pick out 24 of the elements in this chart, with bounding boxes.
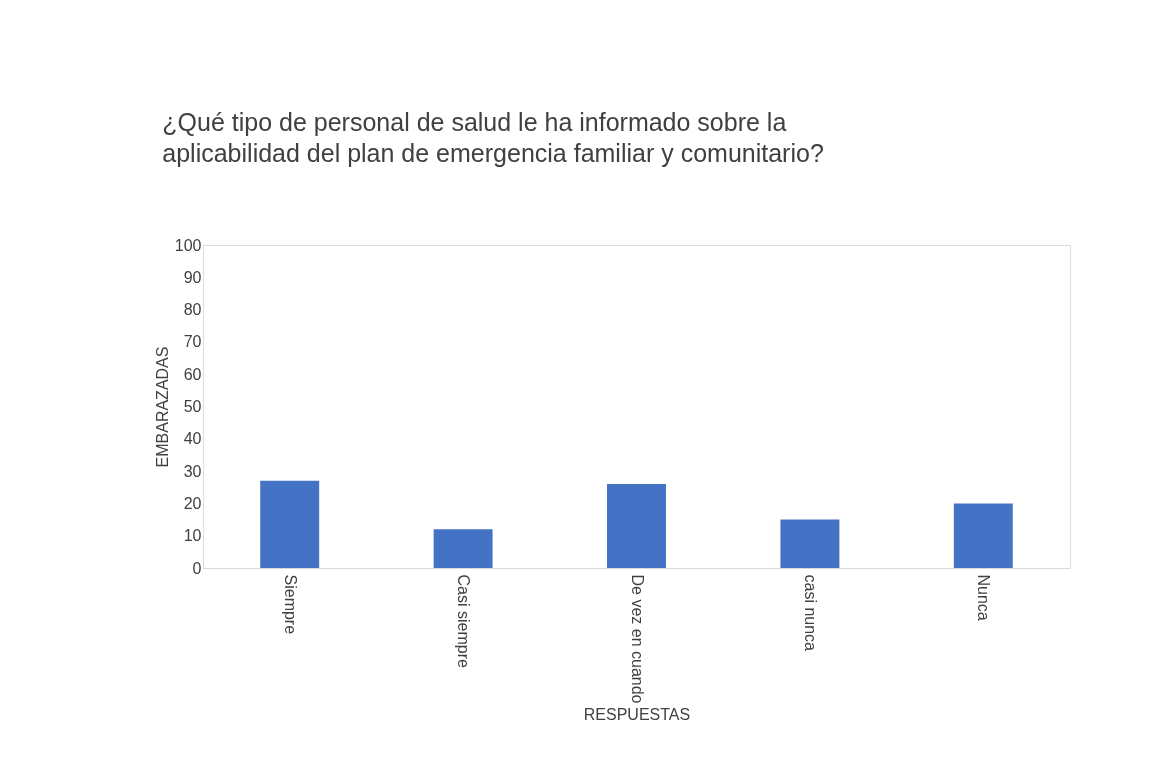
x-tick-label: Siempre: [281, 574, 299, 635]
bar: [953, 503, 1013, 568]
chart-title: ¿Qué tipo de personal de salud le ha informado sobre la aplicabilidad del plan de emergencia familiar y comunitario?: [162, 108, 824, 167]
bar: [260, 480, 320, 568]
y-tick-label: 30: [183, 462, 202, 480]
y-tick-label: 20: [183, 494, 202, 512]
x-tick-label: De vez en cuando: [628, 574, 646, 704]
bar: [780, 519, 840, 568]
y-axis-title: EMBARAZADAS: [153, 346, 171, 468]
y-tick-label: 80: [183, 301, 202, 319]
x-axis-title: RESPUESTAS: [583, 706, 691, 724]
y-tick-label: 0: [192, 559, 202, 577]
y-tick-label: 50: [183, 398, 202, 415]
x-tick-label: casi nunca: [801, 574, 819, 652]
bar: [607, 484, 666, 568]
x-tick-label: Nunca: [975, 574, 993, 621]
y-tick-label: 10: [183, 527, 202, 545]
y-tick-label: 90: [183, 268, 202, 286]
y-tick-label: 100: [174, 236, 202, 254]
y-tick-label: 40: [183, 430, 202, 448]
x-tick-label: Casi siempre: [455, 574, 473, 668]
y-tick-label: 60: [183, 365, 202, 383]
y-tick-label: 70: [183, 333, 202, 351]
bar: [433, 529, 493, 568]
